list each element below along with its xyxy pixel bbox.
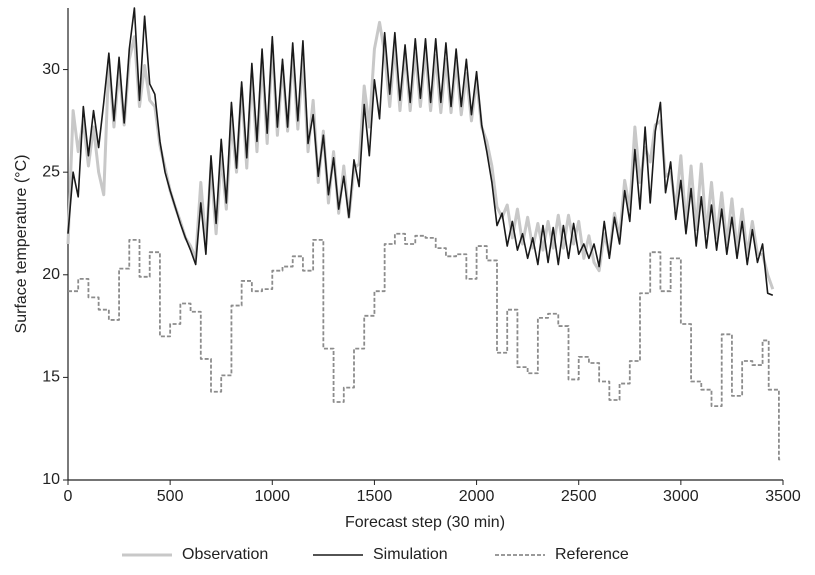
y-tick-label: 15 <box>42 369 60 386</box>
legend-label: Observation <box>182 546 268 563</box>
x-tick-label: 500 <box>157 488 184 505</box>
y-tick-label: 20 <box>42 266 60 283</box>
series-line <box>66 20 775 290</box>
series-line <box>67 7 774 297</box>
x-tick-label: 3500 <box>765 488 801 505</box>
x-tick-label: 2000 <box>459 488 495 505</box>
y-tick-label: 10 <box>42 471 60 488</box>
y-tick-label: 25 <box>42 163 60 180</box>
x-tick-label: 2500 <box>561 488 597 505</box>
x-tick-label: 1000 <box>254 488 290 505</box>
series-line <box>68 232 781 461</box>
legend-label: Reference <box>555 546 629 563</box>
x-tick-label: 3000 <box>663 488 699 505</box>
y-tick-label: 30 <box>42 61 60 78</box>
y-axis-label: Surface temperature (°C) <box>13 155 30 334</box>
x-tick-label: 0 <box>64 488 73 505</box>
legend-label: Simulation <box>373 546 448 563</box>
x-axis-label: Forecast step (30 min) <box>345 514 505 531</box>
x-tick-label: 1500 <box>357 488 393 505</box>
